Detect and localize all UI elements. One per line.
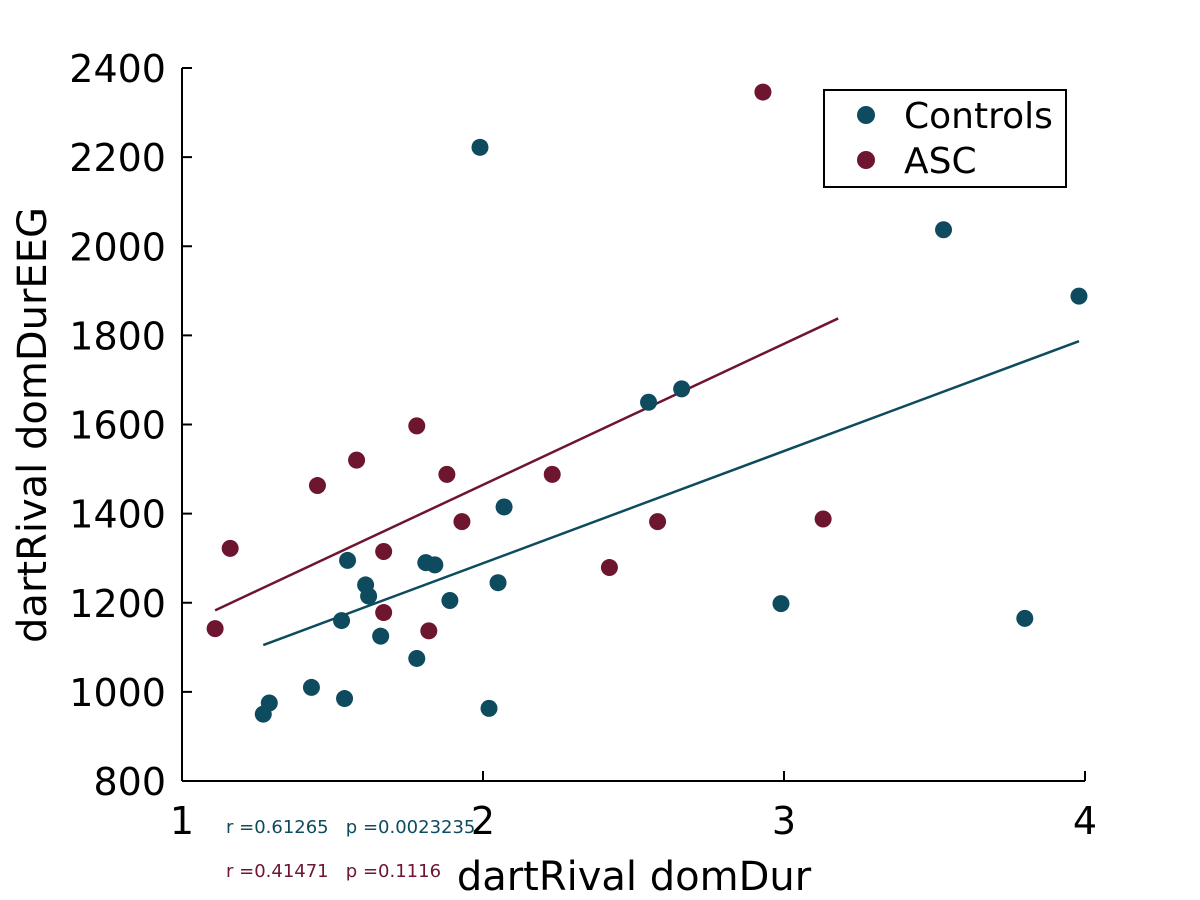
point-asc	[438, 465, 456, 483]
legend-label-asc: ASC	[904, 141, 977, 182]
legend-label-controls: Controls	[904, 96, 1053, 137]
point-asc	[600, 559, 618, 577]
point-asc	[221, 539, 239, 557]
x-axis-label: dartRival domDur	[457, 854, 812, 900]
point-asc	[348, 451, 366, 469]
point-asc	[308, 477, 326, 495]
point-controls	[426, 556, 444, 574]
x-tick-label: 3	[772, 799, 796, 843]
point-controls	[360, 587, 378, 605]
x-tick-label: 1	[170, 799, 194, 843]
stats-annotations: r =0.61265 p =0.0023235 r =0.41471 p =0.1…	[226, 817, 475, 882]
point-asc	[375, 543, 393, 561]
point-controls	[441, 592, 459, 610]
point-asc	[649, 513, 667, 531]
point-controls	[336, 690, 354, 708]
point-controls	[935, 221, 953, 239]
point-controls	[489, 574, 507, 592]
y-tick-label: 1200	[69, 582, 166, 626]
point-controls	[260, 694, 278, 712]
y-tick-label: 1000	[69, 671, 166, 715]
data-points	[206, 83, 1088, 723]
legend-marker-asc	[857, 151, 875, 169]
point-controls	[333, 612, 351, 630]
y-tick-label: 1600	[69, 404, 166, 448]
legend-marker-controls	[857, 106, 875, 124]
y-tick-label: 2200	[69, 136, 166, 180]
x-tick-label: 2	[471, 799, 495, 843]
y-axis-label: dartRival domDurEEG	[10, 207, 56, 643]
point-controls	[673, 380, 691, 398]
point-controls	[408, 649, 426, 667]
fit-line-asc	[214, 317, 839, 612]
y-tick-label: 800	[93, 760, 166, 804]
axes: 1 2 3 4 800 1000 1200 1400 1600 1800 2000 2200 2400	[69, 47, 1097, 843]
point-asc	[453, 513, 471, 531]
point-asc	[408, 417, 426, 435]
point-controls	[1070, 287, 1088, 305]
point-asc	[543, 465, 561, 483]
fit-line-controls	[262, 339, 1080, 647]
point-controls	[372, 627, 390, 645]
point-controls	[480, 699, 498, 717]
stats-controls: r =0.61265 p =0.0023235	[226, 817, 475, 838]
point-controls	[339, 551, 357, 569]
point-controls	[772, 595, 790, 613]
point-controls	[495, 498, 513, 516]
fit-lines	[214, 317, 1080, 647]
point-asc	[814, 510, 832, 528]
y-tick-label: 1800	[69, 314, 166, 358]
x-tick-label: 4	[1073, 799, 1097, 843]
point-asc	[754, 83, 772, 101]
point-asc	[420, 622, 438, 640]
point-asc	[375, 604, 393, 622]
point-controls	[302, 678, 320, 696]
point-controls	[471, 138, 489, 156]
y-tick-label: 2000	[69, 225, 166, 269]
stats-asc: r =0.41471 p =0.1116	[226, 861, 441, 882]
y-tick-label: 2400	[69, 47, 166, 91]
y-tick-label: 1400	[69, 493, 166, 537]
point-controls	[1016, 609, 1034, 627]
point-controls	[640, 393, 658, 411]
point-asc	[206, 620, 224, 638]
